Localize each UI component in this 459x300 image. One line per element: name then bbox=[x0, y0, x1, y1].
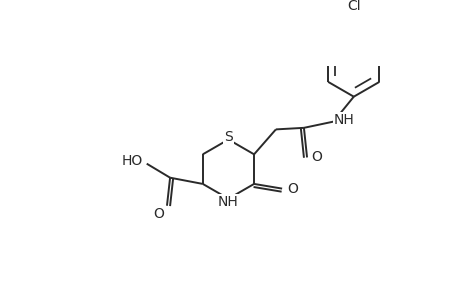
Text: NH: NH bbox=[333, 113, 354, 127]
Text: O: O bbox=[310, 150, 321, 164]
Text: Cl: Cl bbox=[346, 0, 360, 13]
Text: S: S bbox=[224, 130, 232, 144]
Text: HO: HO bbox=[122, 154, 143, 168]
Text: NH: NH bbox=[218, 195, 238, 209]
Text: O: O bbox=[287, 182, 298, 196]
Text: O: O bbox=[153, 206, 164, 220]
